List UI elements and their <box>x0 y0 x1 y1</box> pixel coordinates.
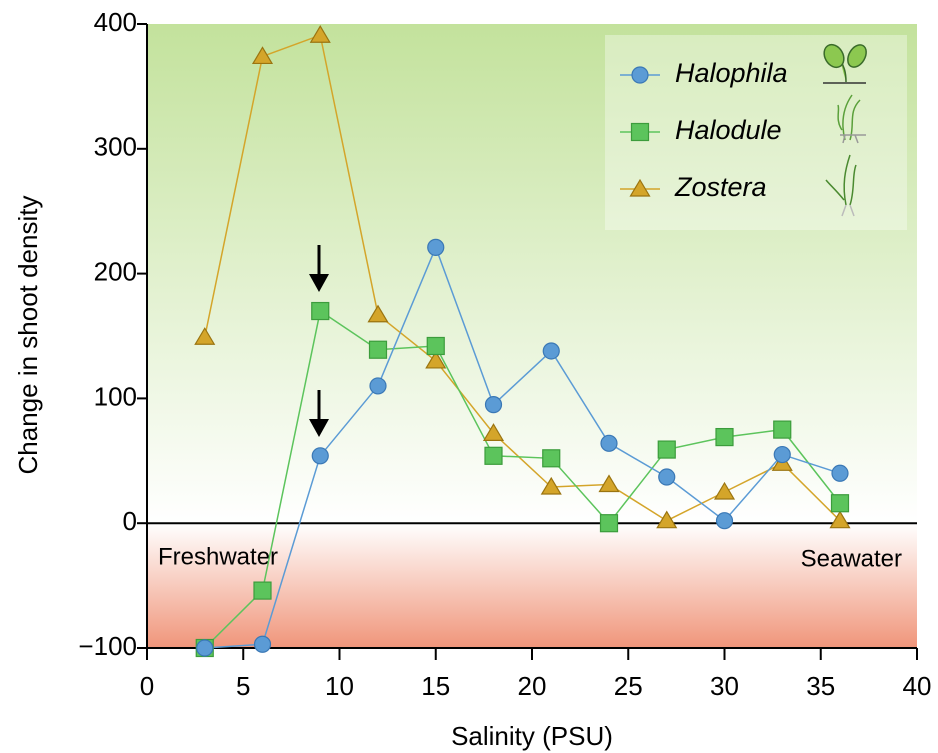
marker <box>657 440 676 459</box>
marker <box>251 46 274 65</box>
marker <box>253 581 272 600</box>
series-line <box>204 309 841 649</box>
marker <box>427 238 445 256</box>
marker <box>630 122 650 142</box>
marker <box>773 445 791 464</box>
marker <box>629 178 651 197</box>
marker <box>830 494 850 513</box>
legend-label: Halophila <box>675 58 788 88</box>
series-line <box>204 245 841 649</box>
marker <box>484 446 503 465</box>
arrow <box>309 245 329 437</box>
marker <box>598 474 620 493</box>
annotation: Seawater <box>801 545 902 572</box>
marker <box>715 427 734 447</box>
marker <box>540 476 562 495</box>
y-tick-label: 400 <box>94 7 137 37</box>
negative-region <box>147 523 917 648</box>
marker <box>658 468 676 486</box>
marker <box>196 639 214 657</box>
x-tick-label: 40 <box>903 671 932 701</box>
y-axis-label: Change in shoot density <box>13 196 43 475</box>
y-tick-label: 100 <box>94 381 137 411</box>
marker <box>656 510 678 529</box>
marker <box>482 423 505 441</box>
marker <box>425 350 447 369</box>
marker <box>309 25 331 43</box>
marker <box>311 301 330 321</box>
marker <box>831 464 849 482</box>
legend: Halophila Halodule Zostera <box>605 35 907 230</box>
plant-icon <box>823 43 867 217</box>
marker <box>600 434 618 452</box>
y-tick-label: −100 <box>78 631 137 661</box>
annotation: Freshwater <box>158 543 278 570</box>
x-axis-label: Salinity (PSU) <box>451 721 613 751</box>
marker <box>715 512 734 530</box>
marker <box>484 396 503 414</box>
marker <box>542 342 560 360</box>
marker <box>426 336 445 356</box>
marker <box>194 327 216 345</box>
positive-region <box>147 24 917 524</box>
marker <box>253 635 272 653</box>
y-tick-label: 200 <box>94 256 137 286</box>
legend-label: Halodule <box>675 115 782 145</box>
series-line <box>204 34 841 522</box>
x-tick-label: 20 <box>518 671 547 701</box>
x-tick-label: 10 <box>325 671 354 701</box>
marker <box>369 377 387 395</box>
marker <box>829 510 851 529</box>
x-tick-label: 15 <box>421 671 450 701</box>
marker <box>367 304 389 323</box>
y-tick-label: 300 <box>94 132 137 162</box>
marker <box>631 66 649 84</box>
background <box>147 24 917 648</box>
marker <box>311 447 329 465</box>
x-tick-label: 25 <box>614 671 643 701</box>
marker <box>713 481 736 500</box>
x-tick-label: 35 <box>806 671 835 701</box>
marker <box>368 340 388 359</box>
y-tick-label: 0 <box>123 506 137 536</box>
marker <box>542 449 561 468</box>
marker <box>773 420 792 439</box>
legend-label: Zostera <box>674 172 767 202</box>
marker <box>599 514 619 533</box>
x-tick-label: 30 <box>710 671 739 701</box>
x-tick-label: 0 <box>140 671 154 701</box>
x-tick-label: 5 <box>236 671 250 701</box>
